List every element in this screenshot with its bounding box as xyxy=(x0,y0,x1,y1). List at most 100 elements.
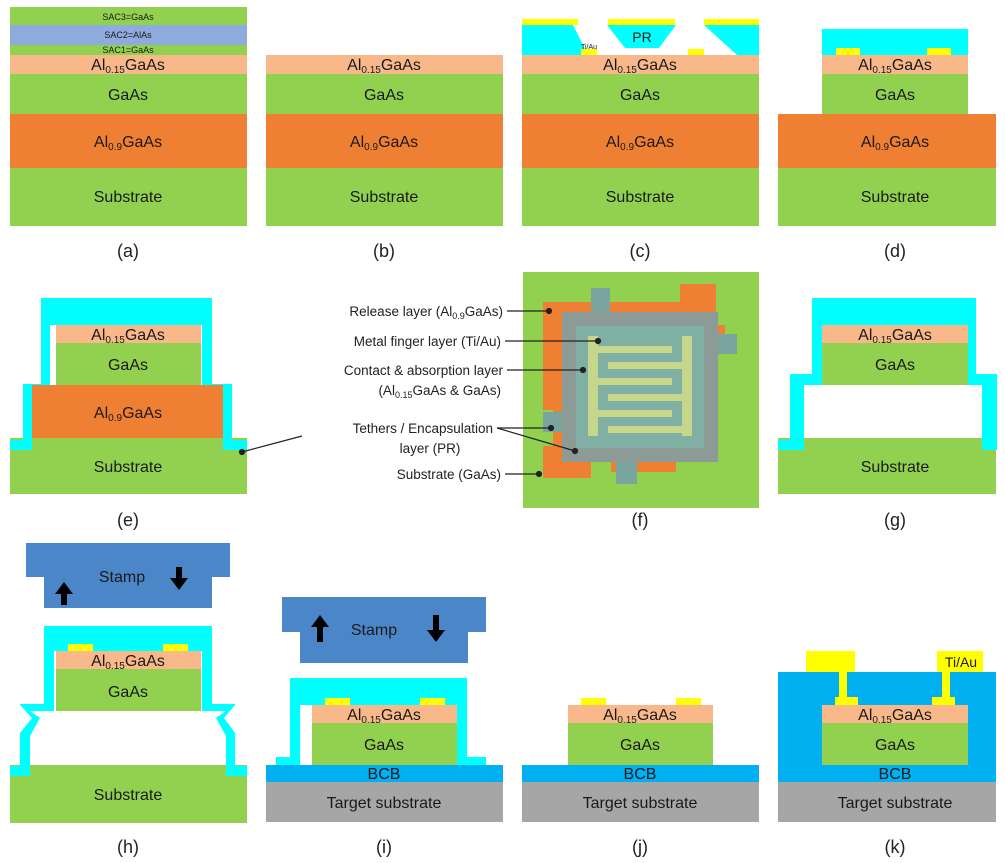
legend-substrate: Substrate (GaAs) xyxy=(397,467,501,482)
metal-finger xyxy=(598,378,672,385)
metal-finger xyxy=(598,410,672,417)
metal-finger xyxy=(608,394,682,401)
leader-lines xyxy=(238,307,602,478)
gaas-label: GaAs xyxy=(875,357,915,374)
bcb-layer xyxy=(266,765,503,782)
stamp-up-arrow xyxy=(311,615,329,642)
al015gaas-layer xyxy=(568,705,713,723)
legend-tethers-layer: layer (PR) xyxy=(400,441,461,456)
gaas-layer xyxy=(822,74,968,114)
metal-bus xyxy=(588,336,598,436)
panel-b: Al0.15GaAs GaAs Al0.9GaAs Substrate (b) xyxy=(266,55,503,261)
sac1-layer xyxy=(10,45,247,55)
tiau-label: Ti/Au xyxy=(581,44,597,51)
caption-k: (k) xyxy=(885,837,906,857)
panel-f: Release layer (Al0.9GaAs) Metal finger l… xyxy=(238,272,759,530)
al015gaas-layer xyxy=(10,55,247,74)
caption-i: (i) xyxy=(376,837,392,857)
al09gaas-label: Al0.9GaAs xyxy=(606,134,674,153)
substrate-layer xyxy=(10,765,247,823)
metal-top xyxy=(704,19,759,25)
metal-pad xyxy=(68,644,93,651)
panel-a: SAC3=GaAs SAC2=AlAs SAC1=GaAs Al0.15GaAs… xyxy=(10,7,247,261)
panel-i: Stamp Al0.15GaAs GaAs BCB Target substra… xyxy=(266,597,503,857)
al015gaas-layer xyxy=(522,55,759,74)
substrate-label: Substrate xyxy=(350,189,419,206)
panel-j: Al0.15GaAs GaAs BCB Target substrate (j) xyxy=(522,698,759,857)
stamp-down-arrow xyxy=(427,615,445,642)
al015gaas-label: Al0.15GaAs xyxy=(858,327,932,346)
metal-pad xyxy=(688,49,704,55)
gaas-label: GaAs xyxy=(620,737,660,754)
bcb-label: BCB xyxy=(624,766,657,783)
substrate-layer xyxy=(778,438,996,494)
pr-label: PR xyxy=(632,29,651,45)
al09gaas-layer xyxy=(10,114,247,168)
substrate-layer xyxy=(10,168,247,226)
substrate-layer xyxy=(266,168,503,226)
metal-finger xyxy=(608,426,682,433)
metal-pad xyxy=(927,48,951,55)
al09gaas-label: Al0.9GaAs xyxy=(350,134,418,153)
bcb-label: BCB xyxy=(879,766,912,783)
metal-pad xyxy=(420,698,445,705)
sac2-label: SAC2=AlAs xyxy=(104,30,152,40)
metal-finger xyxy=(598,346,672,353)
caption-j: (j) xyxy=(632,837,648,857)
gaas-layer xyxy=(822,343,968,385)
gaas-label: GaAs xyxy=(875,87,915,104)
stamp-up-arrow xyxy=(55,582,73,605)
gaas-layer xyxy=(266,74,503,114)
legend-contact-layer: Contact & absorption layer xyxy=(344,363,504,378)
al015gaas-layer xyxy=(56,651,201,669)
stamp-down-arrow xyxy=(170,567,188,590)
encapsulation-layer xyxy=(10,298,247,450)
metal-pad xyxy=(836,48,860,55)
gaas-label: GaAs xyxy=(364,737,404,754)
panel-g: Al0.15GaAs GaAs Substrate (g) xyxy=(778,298,997,530)
caption-h: (h) xyxy=(117,837,139,857)
al015gaas-layer xyxy=(822,55,968,74)
legend-metal-finger: Metal finger layer (Ti/Au) xyxy=(354,334,501,349)
al015gaas-layer xyxy=(822,325,968,343)
stamp-label: Stamp xyxy=(99,569,145,586)
al09gaas-layer xyxy=(522,114,759,168)
target-substrate-layer xyxy=(778,782,996,822)
metal-pad xyxy=(581,698,606,705)
al015gaas-label: Al0.15GaAs xyxy=(603,57,677,76)
al015gaas-label: Al0.15GaAs xyxy=(91,653,165,672)
sac3-label: SAC3=GaAs xyxy=(102,12,154,22)
tether-pad xyxy=(591,288,610,314)
caption-a: (a) xyxy=(117,241,139,261)
al09gaas-label: Al0.9GaAs xyxy=(94,405,162,424)
al015gaas-layer xyxy=(266,55,503,74)
substrate-label: Substrate xyxy=(94,189,163,206)
caption-d: (d) xyxy=(884,241,906,261)
substrate-layer xyxy=(10,438,247,494)
sac3-layer xyxy=(10,7,247,25)
tether-pad xyxy=(616,460,637,484)
metal-top xyxy=(608,19,675,25)
caption-c: (c) xyxy=(630,241,651,261)
panel-e: Al0.15GaAs GaAs Al0.9GaAs Substrate (e) xyxy=(10,298,247,530)
substrate-label: Substrate xyxy=(94,787,163,804)
legend-tethers: Tethers / Encapsulation xyxy=(353,421,493,436)
target-substrate-layer xyxy=(522,782,759,822)
gaas-layer xyxy=(822,723,968,765)
substrate-label: Substrate xyxy=(861,189,930,206)
gaas-layer xyxy=(56,343,201,385)
substrate-label: Substrate xyxy=(94,459,163,476)
gaas-label: GaAs xyxy=(364,87,404,104)
bcb-label: BCB xyxy=(368,766,401,783)
panel-d: Al0.15GaAs GaAs Al0.9GaAs Substrate (d) xyxy=(778,29,996,261)
caption-f: (f) xyxy=(632,510,649,530)
target-substrate-label: Target substrate xyxy=(327,795,442,812)
legend-contact-layer-materials: (Al0.15GaAs & GaAs) xyxy=(378,383,501,400)
metal-contact-right xyxy=(932,651,983,705)
stamp xyxy=(26,543,230,608)
caption-g: (g) xyxy=(884,510,906,530)
al09gaas-layer xyxy=(32,385,223,438)
gaas-label: GaAs xyxy=(620,87,660,104)
metal-pad xyxy=(325,698,350,705)
